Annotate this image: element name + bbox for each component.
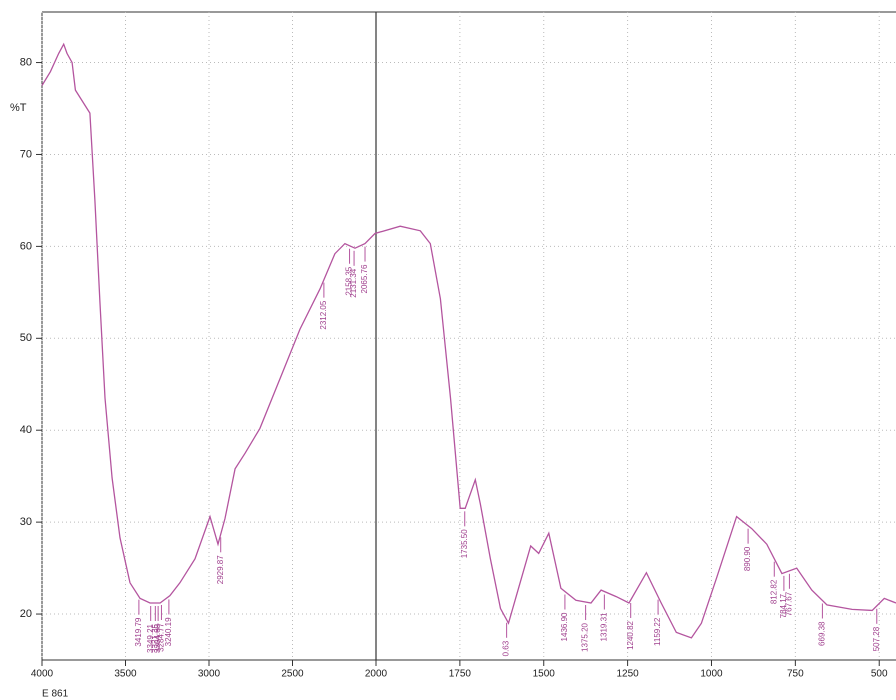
- x-tick-label: 1500: [533, 669, 556, 680]
- peak-label: 1735.50: [460, 529, 469, 558]
- peak-label: 1319.31: [599, 612, 608, 641]
- peak-label: 1159.22: [653, 617, 662, 646]
- peak-label: 1375.20: [581, 622, 590, 651]
- x-tick-label: 2000: [365, 669, 388, 680]
- peak-label: 767.67: [785, 591, 794, 616]
- y-axis-label: %T: [10, 102, 27, 114]
- y-tick-label: 70: [20, 148, 32, 160]
- y-tick-label: 60: [20, 240, 32, 252]
- y-tick-label: 80: [20, 56, 32, 68]
- peak-label: 890.90: [743, 546, 752, 571]
- peak-label: 2929.87: [216, 555, 225, 584]
- x-tick-label: 2500: [281, 669, 304, 680]
- peak-label: 3321.35: [150, 623, 159, 652]
- y-tick-label: 30: [20, 516, 32, 528]
- x-tick-label: 1750: [449, 669, 472, 680]
- peak-label: 3349.21: [146, 623, 155, 652]
- x-tick-label: 1000: [700, 669, 723, 680]
- peak-label: 2065.76: [360, 264, 369, 293]
- peak-label: 812.82: [769, 579, 778, 604]
- peak-label: 3304.60: [153, 623, 162, 652]
- peak-label: 2131.34: [349, 268, 358, 297]
- x-tick-label: 3000: [198, 669, 221, 680]
- x-tick-label: 750: [787, 669, 804, 680]
- peak-label: 2312.05: [319, 300, 328, 329]
- y-tick-label: 40: [20, 424, 32, 436]
- x-tick-label: 500: [871, 669, 888, 680]
- peak-label: 0.63: [502, 640, 511, 656]
- peak-label: 3240.19: [164, 617, 173, 646]
- peak-label: 1240.82: [626, 620, 635, 649]
- spectrum-line: [41, 42, 896, 639]
- footer: E 861: [42, 689, 69, 700]
- x-tick-label: 1250: [616, 669, 639, 680]
- peak-label: 3419.79: [134, 617, 143, 646]
- peak-label: 2158.35: [345, 266, 354, 295]
- y-tick-label: 20: [20, 608, 32, 620]
- peak-label: 669.38: [818, 621, 827, 646]
- peak-label: 1436.90: [560, 612, 569, 641]
- x-tick-label: 3500: [114, 669, 137, 680]
- peak-label: 784.17: [779, 593, 788, 618]
- y-tick-label: 50: [20, 332, 32, 344]
- peak-label: 3284.77: [157, 622, 166, 651]
- x-tick-label: 4000: [31, 669, 54, 680]
- peak-label: 507.28: [872, 626, 881, 651]
